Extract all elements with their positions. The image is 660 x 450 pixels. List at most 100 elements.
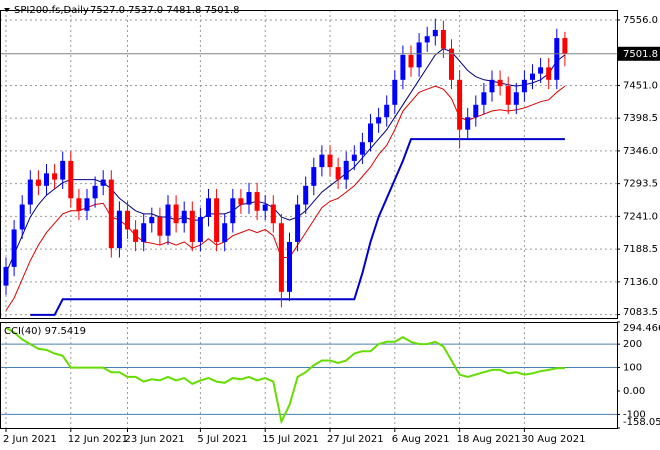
cci-title: CCI(40) 97.5419 bbox=[4, 326, 86, 337]
candle-body bbox=[84, 198, 90, 211]
cci-line bbox=[5, 326, 565, 425]
candle-body bbox=[3, 266, 9, 286]
candle-body bbox=[489, 79, 495, 93]
y-tick-label: 0.00 bbox=[623, 386, 645, 397]
candle-body bbox=[35, 179, 41, 186]
candle-body bbox=[27, 179, 33, 205]
y-tick-label: 200 bbox=[623, 339, 642, 350]
x-tick-label: 23 Jun 2021 bbox=[125, 434, 185, 445]
candle-body bbox=[60, 160, 66, 180]
candle-body bbox=[327, 154, 333, 168]
candle-body bbox=[546, 67, 552, 80]
candle-body bbox=[295, 204, 301, 242]
price-frame bbox=[0, 10, 618, 319]
candle-body bbox=[165, 204, 171, 236]
chart-title: SPI200.fs,Daily bbox=[14, 5, 89, 16]
y-tick-label: 7556.0 bbox=[623, 15, 658, 26]
candle-body bbox=[287, 241, 292, 292]
y-tick-label: 294.4668 bbox=[623, 323, 660, 334]
candle-body bbox=[319, 154, 325, 168]
candle-body bbox=[68, 160, 74, 199]
ma-slow bbox=[5, 85, 566, 311]
x-tick-label: 2 Jun 2021 bbox=[3, 434, 57, 445]
y-tick-label: -158.056 bbox=[623, 417, 660, 428]
candle-body bbox=[189, 210, 195, 242]
candle-body bbox=[100, 179, 106, 186]
axis-layer: 7556.0 7451.0 7398.5 7346.0 7293.5 7241.0 7188… bbox=[3, 15, 660, 445]
candle-body bbox=[44, 173, 49, 186]
y-tick-label: -100 bbox=[623, 409, 646, 420]
candle-body bbox=[254, 192, 260, 211]
candle-body bbox=[303, 185, 309, 205]
cci-frame bbox=[0, 322, 618, 429]
candle-body bbox=[392, 79, 398, 105]
candle-body bbox=[214, 198, 220, 242]
candle-body bbox=[343, 160, 349, 180]
candle-body bbox=[116, 210, 122, 249]
candle-body bbox=[481, 92, 487, 105]
candle-body bbox=[521, 79, 527, 93]
candle-body bbox=[368, 123, 373, 143]
y-tick-label: 7188.5 bbox=[623, 244, 658, 255]
candle-body bbox=[52, 173, 58, 180]
candle-body bbox=[76, 198, 82, 211]
candle-body bbox=[457, 79, 463, 130]
candle-body bbox=[262, 204, 268, 211]
candle-body bbox=[173, 204, 179, 224]
candle-body bbox=[19, 204, 25, 230]
candle-body bbox=[384, 104, 390, 118]
candle-body bbox=[108, 179, 114, 249]
x-tick-label: 5 Jul 2021 bbox=[197, 434, 247, 445]
x-tick-label: 6 Aug 2021 bbox=[392, 434, 450, 445]
candle-body bbox=[149, 216, 155, 224]
candle-body bbox=[359, 142, 365, 155]
candle-body bbox=[92, 185, 98, 199]
candle-body bbox=[270, 204, 276, 224]
candle-body bbox=[432, 29, 438, 37]
last-price-label: 7501.8 bbox=[623, 49, 658, 60]
y-tick-label: 7451.0 bbox=[623, 80, 658, 91]
y-tick-label: 100 bbox=[623, 363, 642, 374]
channel-low bbox=[30, 138, 565, 316]
candle-body bbox=[222, 223, 228, 242]
candle-body bbox=[416, 42, 422, 68]
x-tick-label: 27 Jul 2021 bbox=[327, 434, 384, 445]
candle-body bbox=[408, 54, 414, 68]
candle-body bbox=[554, 38, 560, 80]
candle-body bbox=[311, 167, 317, 186]
y-tick-label: 7136.0 bbox=[623, 277, 658, 288]
candle-body bbox=[157, 216, 163, 236]
candle-body bbox=[530, 73, 535, 80]
y-tick-label: 7083.5 bbox=[623, 307, 658, 318]
candle-body bbox=[400, 54, 406, 80]
candle-body bbox=[335, 167, 341, 180]
candle-body bbox=[141, 223, 147, 242]
x-tick-label: 30 Aug 2021 bbox=[521, 434, 585, 445]
ohlc-header: 7527.0 7537.0 7481.8 7501.8 bbox=[90, 5, 240, 16]
menu-arrow bbox=[4, 8, 10, 12]
candle-body bbox=[230, 198, 236, 224]
candle-body bbox=[246, 192, 252, 205]
y-tick-label: 7398.5 bbox=[623, 113, 658, 124]
candle-body bbox=[206, 198, 211, 217]
candle-body bbox=[513, 92, 519, 105]
candle-body bbox=[278, 223, 284, 292]
ma-fast bbox=[5, 48, 566, 274]
x-tick-label: 15 Jul 2021 bbox=[262, 434, 319, 445]
y-tick-label: 7346.0 bbox=[623, 146, 658, 157]
candle-body bbox=[351, 154, 357, 161]
candle-body bbox=[505, 86, 511, 105]
x-tick-label: 18 Aug 2021 bbox=[457, 434, 521, 445]
candle-body bbox=[376, 117, 382, 124]
y-tick-label: 7241.0 bbox=[623, 211, 658, 222]
candle-body bbox=[238, 198, 244, 205]
candle-body bbox=[538, 67, 544, 74]
x-tick-label: 12 Jun 2021 bbox=[68, 434, 128, 445]
y-tick-label: 7293.5 bbox=[623, 179, 658, 190]
last-price-box bbox=[618, 46, 660, 61]
candle-body bbox=[181, 210, 187, 224]
candle-body bbox=[11, 229, 17, 267]
candle-body bbox=[440, 29, 446, 49]
candle-body bbox=[465, 117, 471, 130]
